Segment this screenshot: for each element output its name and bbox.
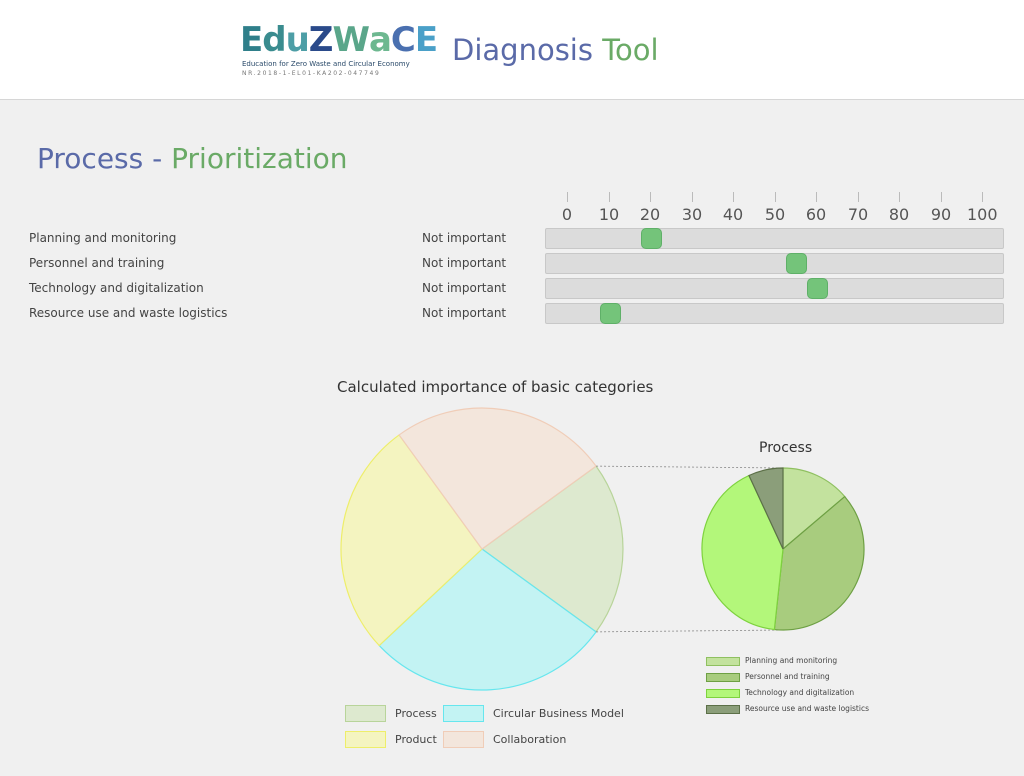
- connector-line-bottom: [596, 629, 784, 633]
- sub-pie: [701, 467, 865, 631]
- legend-label: Process: [395, 707, 437, 720]
- main-legend: Process Circular Business Model Product …: [345, 705, 645, 755]
- scale-tick: 30: [677, 192, 707, 224]
- sub-legend: Planning and monitoring Personnel and tr…: [706, 656, 906, 720]
- slider-row-planning: Planning and monitoring Not important: [0, 228, 1024, 250]
- pie-charts-svg: [340, 407, 865, 691]
- slider-min-label: Not important: [422, 231, 507, 245]
- slider-thumb[interactable]: [599, 303, 621, 324]
- slider-track[interactable]: [545, 228, 1004, 249]
- slider-thumb[interactable]: [641, 228, 662, 249]
- legend-swatch: [443, 705, 484, 722]
- legend-label: Planning and monitoring: [745, 656, 838, 665]
- scale-tick: 10: [594, 192, 624, 224]
- app-title: Diagnosis Tool: [452, 33, 659, 67]
- chart-title: Calculated importance of basic categorie…: [337, 378, 654, 396]
- importance-scale: 0 10 20 30 40 50 60 70 80 90 100: [545, 192, 1005, 224]
- subchart-title: Process: [759, 440, 813, 456]
- slider-min-label: Not important: [422, 256, 507, 270]
- legend-swatch: [345, 731, 386, 748]
- main-pie-slice-product[interactable]: [340, 434, 483, 647]
- importance-charts: Calculated importance of basic categorie…: [0, 360, 1024, 776]
- slider-min-label: Not important: [422, 306, 507, 320]
- logo-project-code: NR.2018-1-EL01-KA202-047749: [242, 70, 381, 77]
- scale-tick: 40: [718, 192, 748, 224]
- slider-thumb[interactable]: [807, 278, 828, 299]
- scale-tick: 100: [967, 192, 998, 224]
- legend-swatch: [706, 705, 740, 714]
- slider-track[interactable]: [545, 253, 1004, 274]
- legend-label: Product: [395, 733, 437, 746]
- legend-swatch: [706, 673, 740, 682]
- logo-wordmark: EduZWaCE: [240, 20, 438, 60]
- sub-pie-slice-personnel-and-training[interactable]: [773, 495, 865, 631]
- scale-tick: 50: [760, 192, 790, 224]
- legend-swatch: [345, 705, 386, 722]
- slider-thumb[interactable]: [786, 253, 808, 274]
- page-title: Process - Prioritization: [37, 142, 348, 175]
- slider-row-technology: Technology and digitalization Not import…: [0, 278, 1024, 300]
- main-pie-slice-process[interactable]: [480, 465, 624, 633]
- legend-label: Collaboration: [493, 733, 567, 746]
- slider-label: Planning and monitoring: [29, 231, 177, 245]
- legend-label: Circular Business Model: [493, 707, 624, 720]
- scale-tick: 80: [884, 192, 914, 224]
- legend-swatch: [706, 689, 740, 698]
- main-pie-slice-circular-business-model[interactable]: [378, 548, 597, 691]
- slider-track[interactable]: [545, 303, 1004, 324]
- legend-label: Technology and digitalization: [745, 688, 855, 697]
- sub-pie-slice-technology-and-digitalization[interactable]: [701, 474, 784, 631]
- scale-tick: 60: [801, 192, 831, 224]
- page-title-part2: Prioritization: [171, 142, 348, 175]
- legend-swatch: [706, 657, 740, 666]
- slider-label: Personnel and training: [29, 256, 165, 270]
- slider-min-label: Not important: [422, 281, 507, 295]
- app-title-part2: Tool: [602, 33, 659, 67]
- scale-tick: 90: [926, 192, 956, 224]
- app-header: EduZWaCE Education for Zero Waste and Ci…: [0, 0, 1024, 100]
- legend-swatch: [443, 731, 484, 748]
- sub-pie-slice-resource-use-and-waste-logistics[interactable]: [748, 467, 784, 550]
- eduzwace-logo: EduZWaCE Education for Zero Waste and Ci…: [240, 22, 450, 80]
- logo-subtitle: Education for Zero Waste and Circular Ec…: [242, 60, 410, 68]
- scale-tick: 20: [635, 192, 665, 224]
- page-title-part1: Process -: [37, 142, 163, 175]
- slider-label: Resource use and waste logistics: [29, 306, 228, 320]
- scale-tick: 70: [843, 192, 873, 224]
- scale-tick: 0: [552, 192, 582, 224]
- main-pie-slice-collaboration[interactable]: [398, 407, 597, 550]
- legend-label: Resource use and waste logistics: [745, 704, 869, 713]
- main-pie: [340, 407, 624, 691]
- slider-track[interactable]: [545, 278, 1004, 299]
- sub-pie-slice-planning-and-monitoring[interactable]: [782, 467, 846, 551]
- slider-row-personnel: Personnel and training Not important: [0, 253, 1024, 275]
- app-title-part1: Diagnosis: [452, 33, 593, 67]
- slider-label: Technology and digitalization: [29, 281, 204, 295]
- slider-row-resource: Resource use and waste logistics Not imp…: [0, 303, 1024, 325]
- connector-line-top: [596, 465, 784, 469]
- pie-connectors: [596, 465, 784, 633]
- legend-label: Personnel and training: [745, 672, 830, 681]
